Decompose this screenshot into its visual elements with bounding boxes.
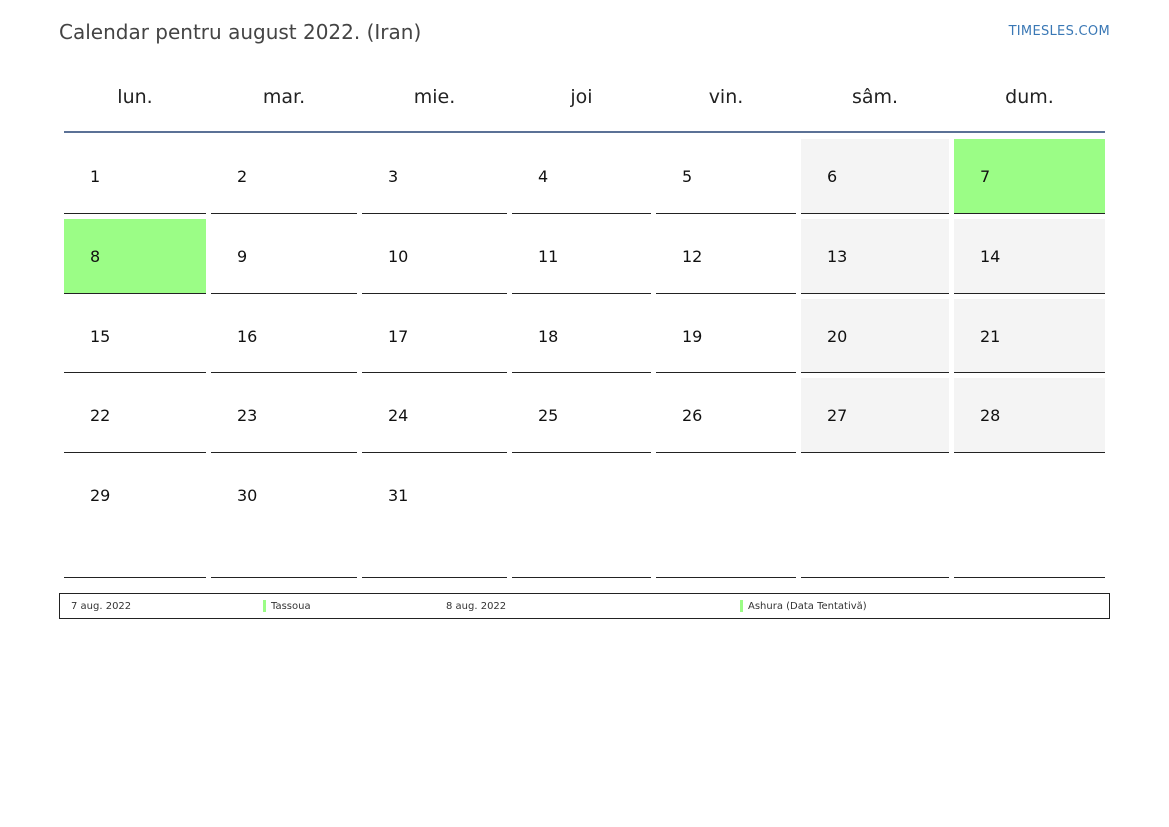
- day-number: 31: [388, 486, 409, 505]
- day-number: 2: [237, 167, 248, 186]
- day-number: 9: [237, 247, 248, 266]
- day-cell[interactable]: 19: [656, 299, 796, 373]
- day-cell[interactable]: 15: [64, 299, 206, 373]
- day-cell[interactable]: 23: [211, 378, 357, 453]
- day-cell[interactable]: 26: [656, 378, 796, 453]
- day-number: 26: [682, 406, 703, 425]
- day-cell[interactable]: 3: [362, 139, 507, 214]
- legend-color-marker: [263, 600, 266, 612]
- day-cell[interactable]: 1: [64, 139, 206, 214]
- weekday-label: vin.: [708, 86, 744, 108]
- empty-day-cell: [656, 458, 796, 578]
- day-cell[interactable]: 10: [362, 219, 507, 294]
- day-cell[interactable]: 5: [656, 139, 796, 214]
- day-cell[interactable]: 21: [954, 299, 1105, 373]
- day-cell[interactable]: 27: [801, 378, 949, 453]
- day-cell[interactable]: 7: [954, 139, 1105, 214]
- day-number: 4: [538, 167, 549, 186]
- legend-date: 8 aug. 2022: [446, 601, 507, 612]
- weekday-label: mar.: [262, 86, 306, 108]
- day-number: 18: [538, 327, 559, 346]
- brand-link[interactable]: TIMESLES.COM: [1008, 24, 1110, 39]
- day-number: 3: [388, 167, 399, 186]
- day-number: 1: [90, 167, 101, 186]
- day-cell[interactable]: 29: [64, 458, 206, 578]
- day-cell[interactable]: 24: [362, 378, 507, 453]
- day-number: 23: [237, 406, 258, 425]
- day-number: 14: [980, 247, 1001, 266]
- day-number: 6: [827, 167, 838, 186]
- day-number: 19: [682, 327, 703, 346]
- day-cell[interactable]: 22: [64, 378, 206, 453]
- legend-holiday-name: Tassoua: [271, 601, 311, 612]
- day-number: 15: [90, 327, 111, 346]
- day-number: 30: [237, 486, 258, 505]
- day-cell[interactable]: 31: [362, 458, 507, 578]
- day-number: 10: [388, 247, 409, 266]
- day-cell[interactable]: 6: [801, 139, 949, 214]
- empty-day-cell: [512, 458, 651, 578]
- day-cell[interactable]: 18: [512, 299, 651, 373]
- day-number: 11: [538, 247, 559, 266]
- day-cell[interactable]: 9: [211, 219, 357, 294]
- legend-holiday-name: Ashura (Data Tentativă): [748, 601, 867, 612]
- day-cell[interactable]: 13: [801, 219, 949, 294]
- day-cell[interactable]: 11: [512, 219, 651, 294]
- day-cell[interactable]: 28: [954, 378, 1105, 453]
- day-number: 12: [682, 247, 703, 266]
- legend-color-marker: [740, 600, 743, 612]
- day-cell[interactable]: 2: [211, 139, 357, 214]
- day-cell[interactable]: 12: [656, 219, 796, 294]
- day-number: 5: [682, 167, 693, 186]
- day-number: 21: [980, 327, 1001, 346]
- empty-day-cell: [954, 458, 1105, 578]
- page-title: Calendar pentru august 2022. (Iran): [59, 20, 422, 44]
- header-divider: [64, 131, 1105, 133]
- day-number: 24: [388, 406, 409, 425]
- day-cell[interactable]: 4: [512, 139, 651, 214]
- legend-date: 7 aug. 2022: [71, 601, 132, 612]
- weekday-header-row: lun. mar. mie. joi vin. sâm. dum.: [0, 86, 1169, 116]
- day-number: 22: [90, 406, 111, 425]
- day-number: 16: [237, 327, 258, 346]
- day-cell[interactable]: 14: [954, 219, 1105, 294]
- day-cell[interactable]: 16: [211, 299, 357, 373]
- day-number: 25: [538, 406, 559, 425]
- day-cell[interactable]: 30: [211, 458, 357, 578]
- weekday-label: sâm.: [851, 86, 899, 108]
- day-cell[interactable]: 8: [64, 219, 206, 294]
- day-number: 7: [980, 167, 991, 186]
- day-cell[interactable]: 25: [512, 378, 651, 453]
- holiday-legend: 7 aug. 2022 Tassoua 8 aug. 2022 Ashura (Dat…: [59, 593, 1110, 619]
- day-number: 28: [980, 406, 1001, 425]
- weekday-label: lun.: [117, 86, 153, 108]
- day-number: 27: [827, 406, 848, 425]
- day-cell[interactable]: 17: [362, 299, 507, 373]
- day-number: 8: [90, 247, 101, 266]
- weekday-label: dum.: [1005, 86, 1054, 108]
- empty-day-cell: [801, 458, 949, 578]
- day-number: 20: [827, 327, 848, 346]
- day-number: 13: [827, 247, 848, 266]
- day-number: 17: [388, 327, 409, 346]
- day-cell[interactable]: 20: [801, 299, 949, 373]
- day-number: 29: [90, 486, 111, 505]
- weekday-label: joi: [570, 86, 593, 108]
- weekday-label: mie.: [413, 86, 456, 108]
